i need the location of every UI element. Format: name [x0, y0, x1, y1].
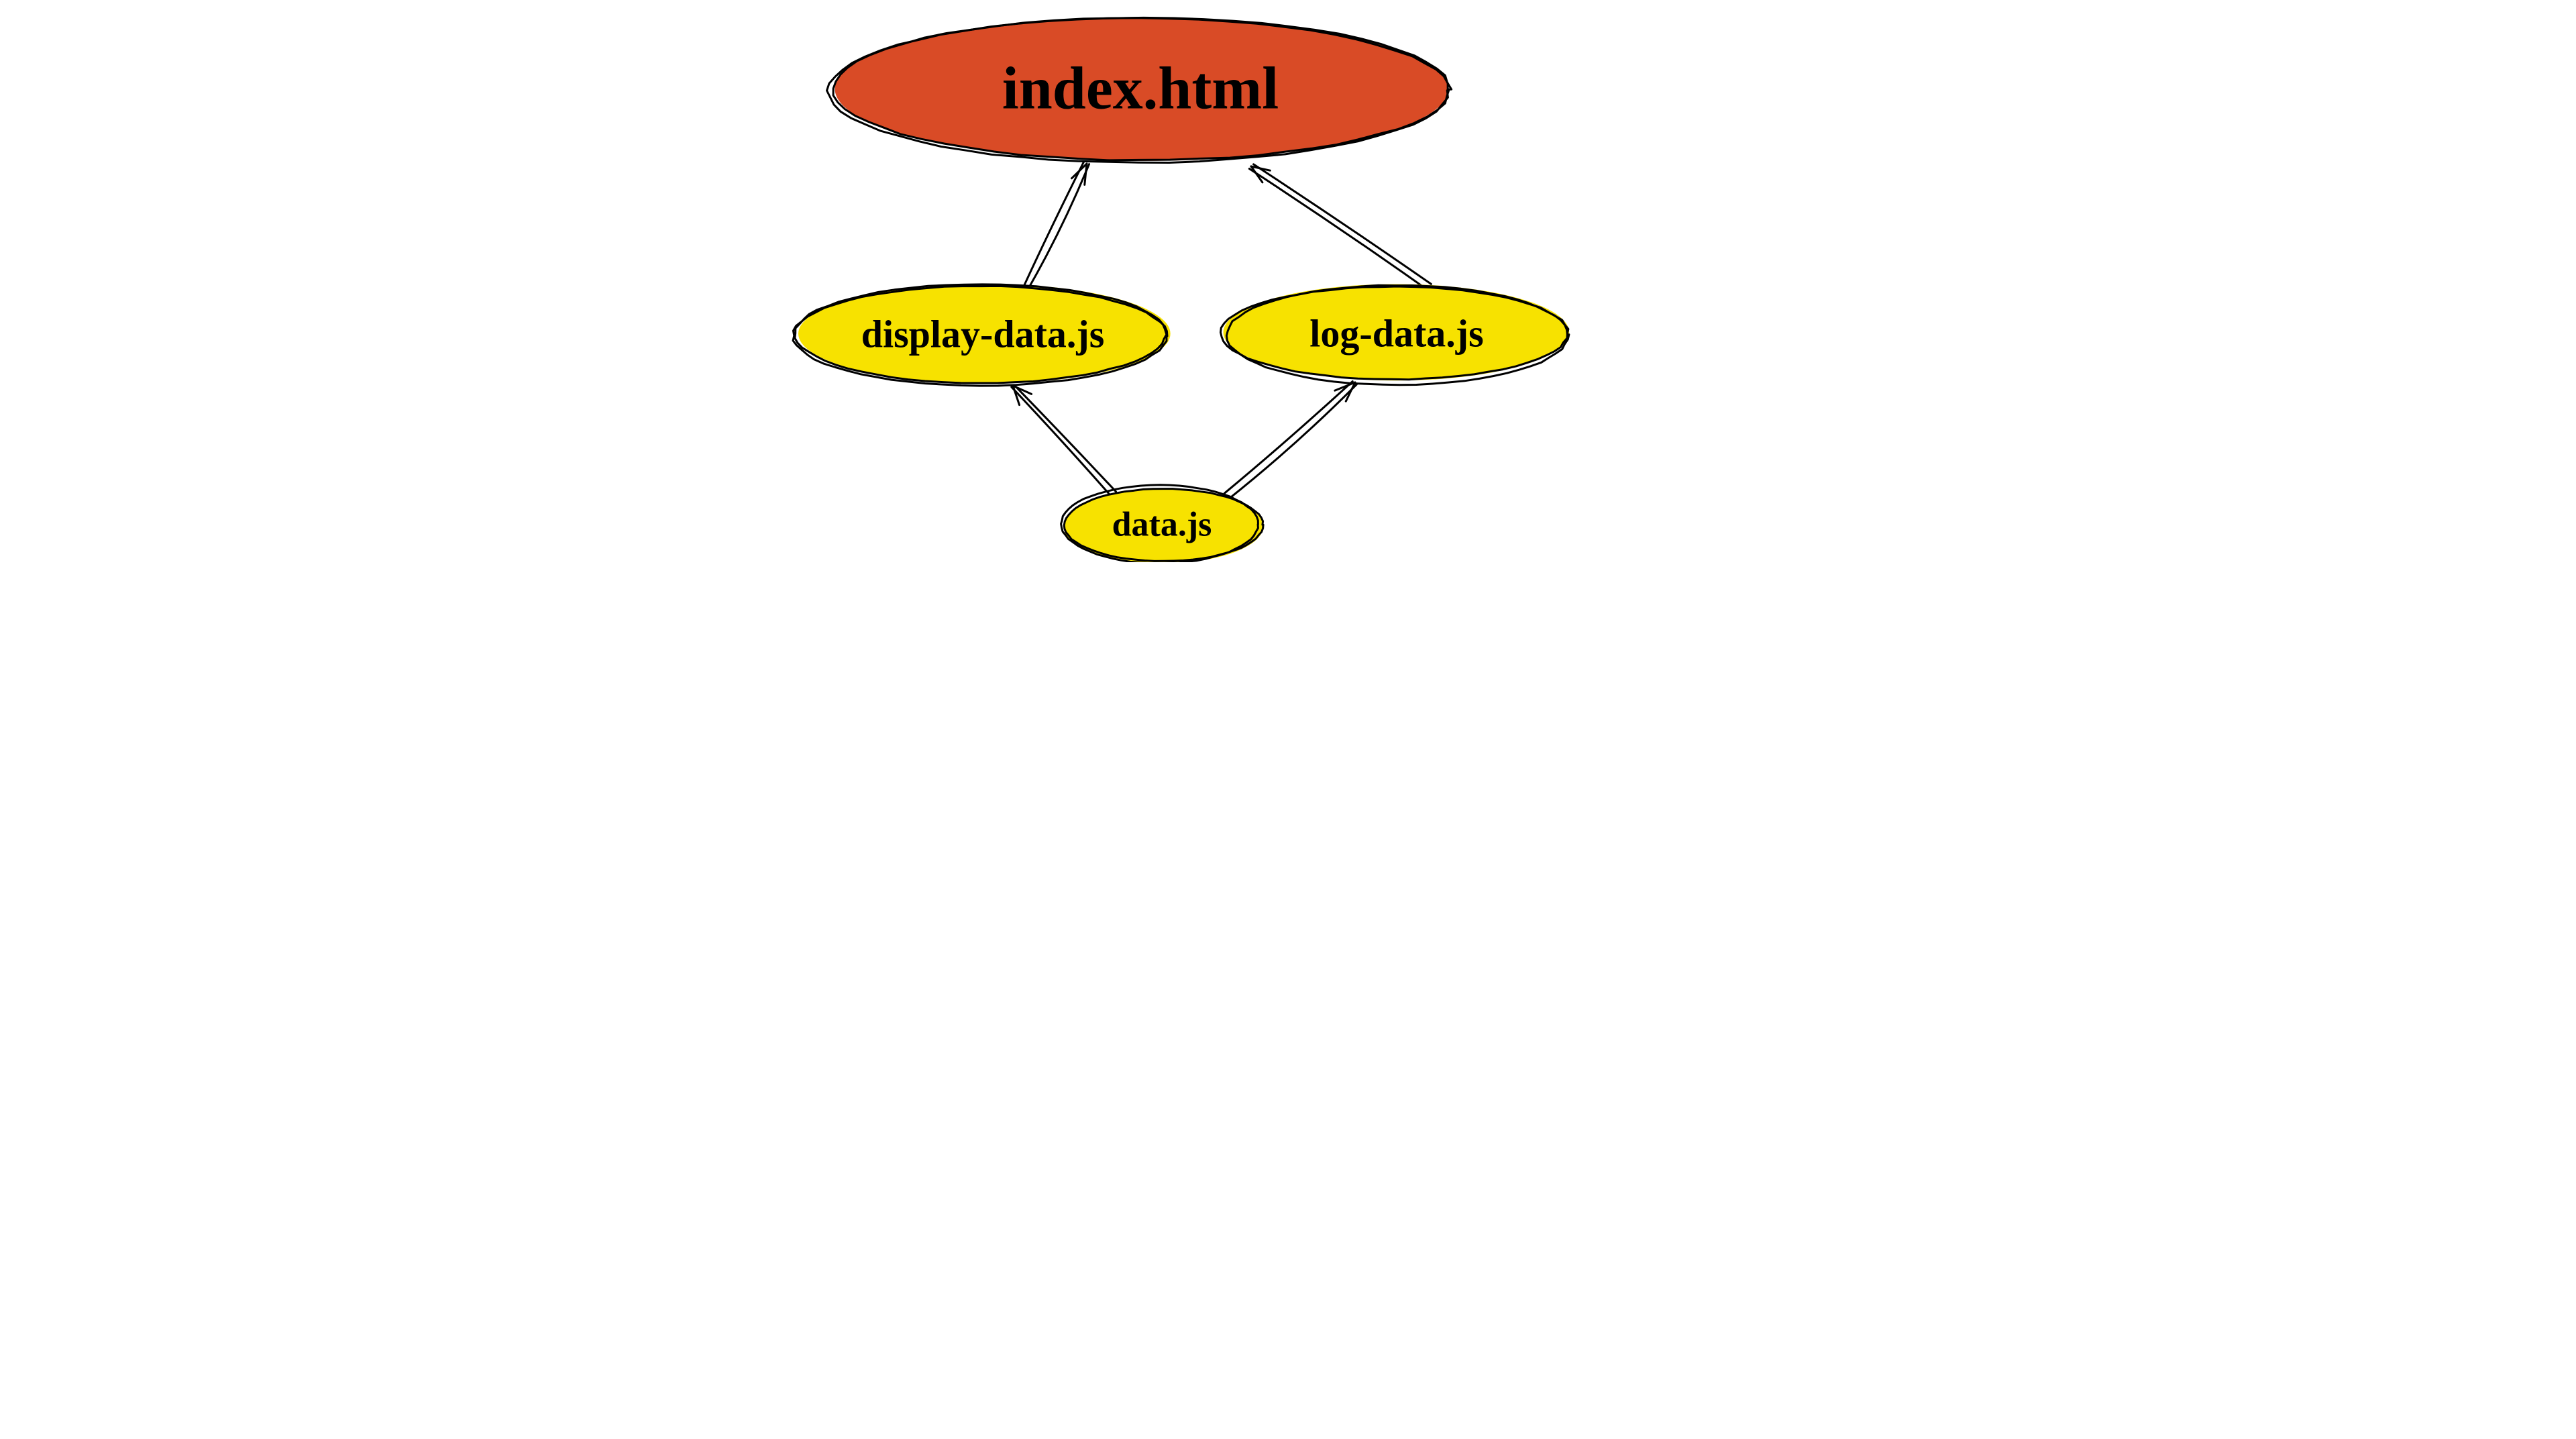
- diagram-svg: [785, 0, 1791, 562]
- dependency-diagram: index.htmldisplay-data.jslog-data.jsdata…: [785, 0, 1791, 562]
